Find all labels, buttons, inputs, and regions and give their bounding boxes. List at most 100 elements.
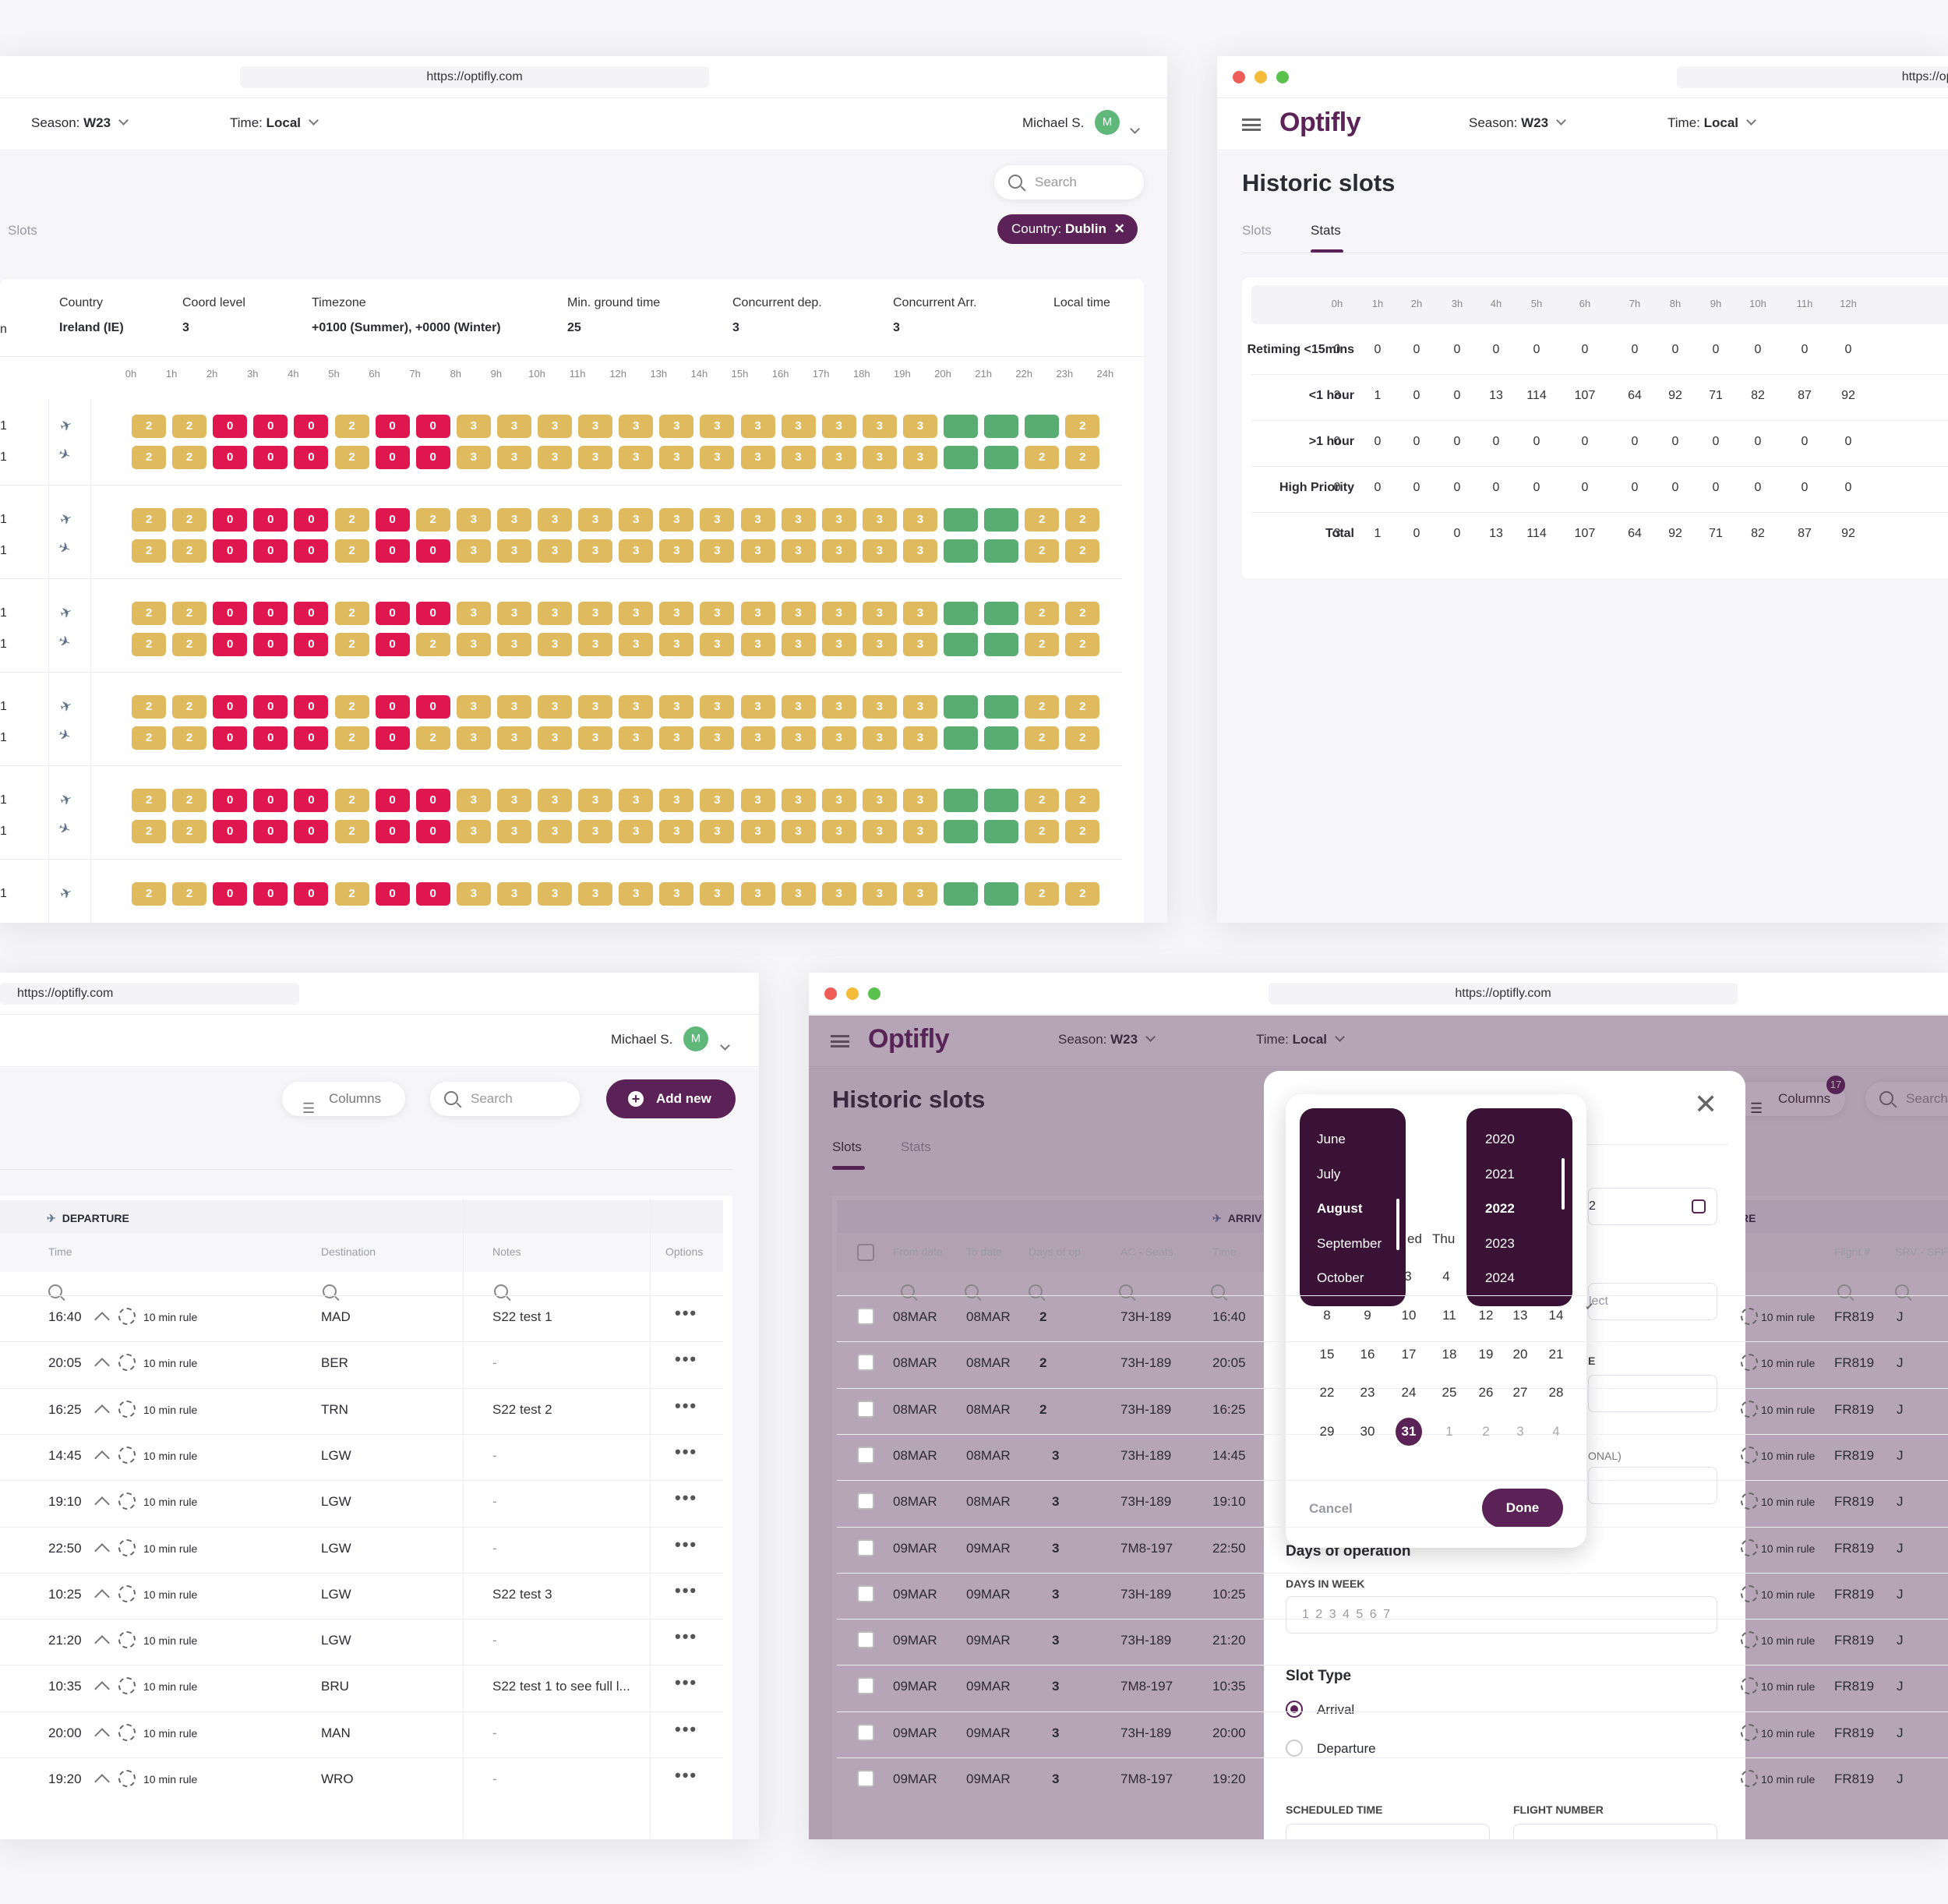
column-header[interactable]: Days of op [1029,1245,1081,1258]
filter-search-icon[interactable] [323,1284,337,1298]
slot-cell[interactable]: 2 [334,602,369,625]
cancel-button[interactable]: Cancel [1309,1501,1353,1516]
slot-cell[interactable] [984,539,1019,563]
slot-cell[interactable]: 3 [821,726,856,750]
slot-cell[interactable]: 0 [375,633,410,656]
calendar-day[interactable]: 21 [1548,1346,1564,1362]
filter-search-icon[interactable] [1029,1284,1043,1298]
slot-cell[interactable]: 3 [740,726,775,750]
slot-cell[interactable]: 3 [700,508,735,532]
slot-cell[interactable]: 2 [1065,882,1100,906]
slot-cell[interactable]: 0 [415,602,450,625]
flight-number-field[interactable] [1513,1824,1717,1839]
slot-cell[interactable]: 2 [172,602,207,625]
slot-cell[interactable]: 2 [334,726,369,750]
slot-cell[interactable]: 0 [415,539,450,563]
slot-cell[interactable]: 0 [294,820,329,843]
slot-cell[interactable]: 3 [821,695,856,719]
slot-cell[interactable]: 2 [1065,820,1100,843]
slot-cell[interactable]: 3 [538,820,572,843]
slot-cell[interactable] [984,508,1019,532]
slot-cell[interactable]: 3 [902,415,937,438]
column-header[interactable]: From date [893,1245,943,1258]
slot-cell[interactable] [944,820,978,843]
slot-cell[interactable]: 0 [415,695,450,719]
header-time[interactable]: Time [48,1245,72,1258]
slot-cell[interactable] [944,633,978,656]
calendar-day[interactable]: 14 [1548,1308,1564,1323]
slot-cell[interactable]: 2 [1065,602,1100,625]
time-selector[interactable]: Time: Local [1256,1032,1345,1047]
slot-cell[interactable]: 3 [821,508,856,532]
slot-cell[interactable]: 3 [700,415,735,438]
slot-cell[interactable]: 3 [659,633,694,656]
month-option[interactable]: August [1317,1201,1363,1217]
slot-cell[interactable]: 3 [538,415,572,438]
slot-cell[interactable]: 3 [538,508,572,532]
slot-cell[interactable]: 2 [415,508,450,532]
slot-cell[interactable]: 2 [132,789,166,812]
search-input[interactable]: Search [1865,1082,1948,1116]
slot-cell[interactable]: 3 [619,633,654,656]
slot-cell[interactable]: 3 [902,539,937,563]
slot-cell[interactable]: 3 [700,539,735,563]
calendar-day[interactable]: 8 [1323,1308,1331,1323]
slot-cell[interactable]: 3 [578,633,613,656]
slot-cell[interactable]: 2 [1025,602,1060,625]
calendar-day[interactable]: 1 [1445,1423,1453,1439]
slot-cell[interactable]: 2 [132,446,166,469]
slot-cell[interactable]: 3 [902,695,937,719]
slot-cell[interactable]: 3 [700,726,735,750]
filter-search-icon[interactable] [1895,1284,1909,1298]
slot-cell[interactable]: 2 [172,446,207,469]
slot-cell[interactable]: 3 [538,695,572,719]
slot-cell[interactable]: 3 [740,882,775,906]
slot-cell[interactable]: 3 [456,446,491,469]
calendar-day[interactable]: 3 [1516,1423,1524,1439]
done-button[interactable]: Done [1482,1489,1563,1528]
slot-cell[interactable]: 0 [213,726,248,750]
row-checkbox[interactable] [857,1677,874,1695]
logo[interactable]: Optifly [1279,108,1361,137]
tab-stats[interactable]: Stats [901,1139,931,1154]
slot-cell[interactable] [984,789,1019,812]
slot-cell[interactable]: 3 [578,602,613,625]
slot-cell[interactable]: 2 [1025,508,1060,532]
calendar-day[interactable]: 4 [1442,1269,1450,1284]
calendar-day[interactable]: 23 [1360,1385,1375,1400]
slot-cell[interactable]: 2 [132,695,166,719]
slot-cell[interactable]: 3 [740,695,775,719]
slot-cell[interactable]: 2 [334,820,369,843]
slot-cell[interactable]: 2 [132,415,166,438]
column-header[interactable]: SRV - SFF [1895,1245,1948,1258]
row-checkbox[interactable] [857,1770,874,1787]
tab-slots[interactable]: Slots [1242,223,1272,238]
slot-cell[interactable]: 0 [294,882,329,906]
options-menu-button[interactable]: ••• [675,1673,698,1693]
slot-cell[interactable]: 2 [132,726,166,750]
options-menu-button[interactable]: ••• [675,1719,698,1739]
slot-cell[interactable]: 0 [375,539,410,563]
slot-cell[interactable]: 2 [1065,726,1100,750]
chevron-down-icon[interactable] [1130,124,1140,134]
season-selector[interactable]: Season: W23 [1469,115,1566,131]
options-menu-button[interactable]: ••• [675,1488,698,1508]
slot-cell[interactable]: 3 [456,726,491,750]
slot-cell[interactable]: 3 [456,820,491,843]
slot-cell[interactable]: 3 [619,882,654,906]
slot-cell[interactable]: 3 [902,820,937,843]
slot-cell[interactable]: 2 [172,633,207,656]
slot-cell[interactable]: 2 [132,633,166,656]
slot-cell[interactable] [944,415,978,438]
close-icon[interactable]: ✕ [1694,1088,1718,1120]
slot-cell[interactable]: 3 [496,726,531,750]
slot-cell[interactable]: 0 [375,695,410,719]
search-input[interactable]: Search [994,165,1144,200]
slot-cell[interactable]: 3 [821,820,856,843]
slot-cell[interactable]: 0 [294,633,329,656]
close-window-dot[interactable] [824,987,837,1000]
slot-cell[interactable]: 3 [538,539,572,563]
slot-cell[interactable]: 3 [659,602,694,625]
slot-cell[interactable]: 0 [213,508,248,532]
slot-cell[interactable]: 3 [781,820,816,843]
